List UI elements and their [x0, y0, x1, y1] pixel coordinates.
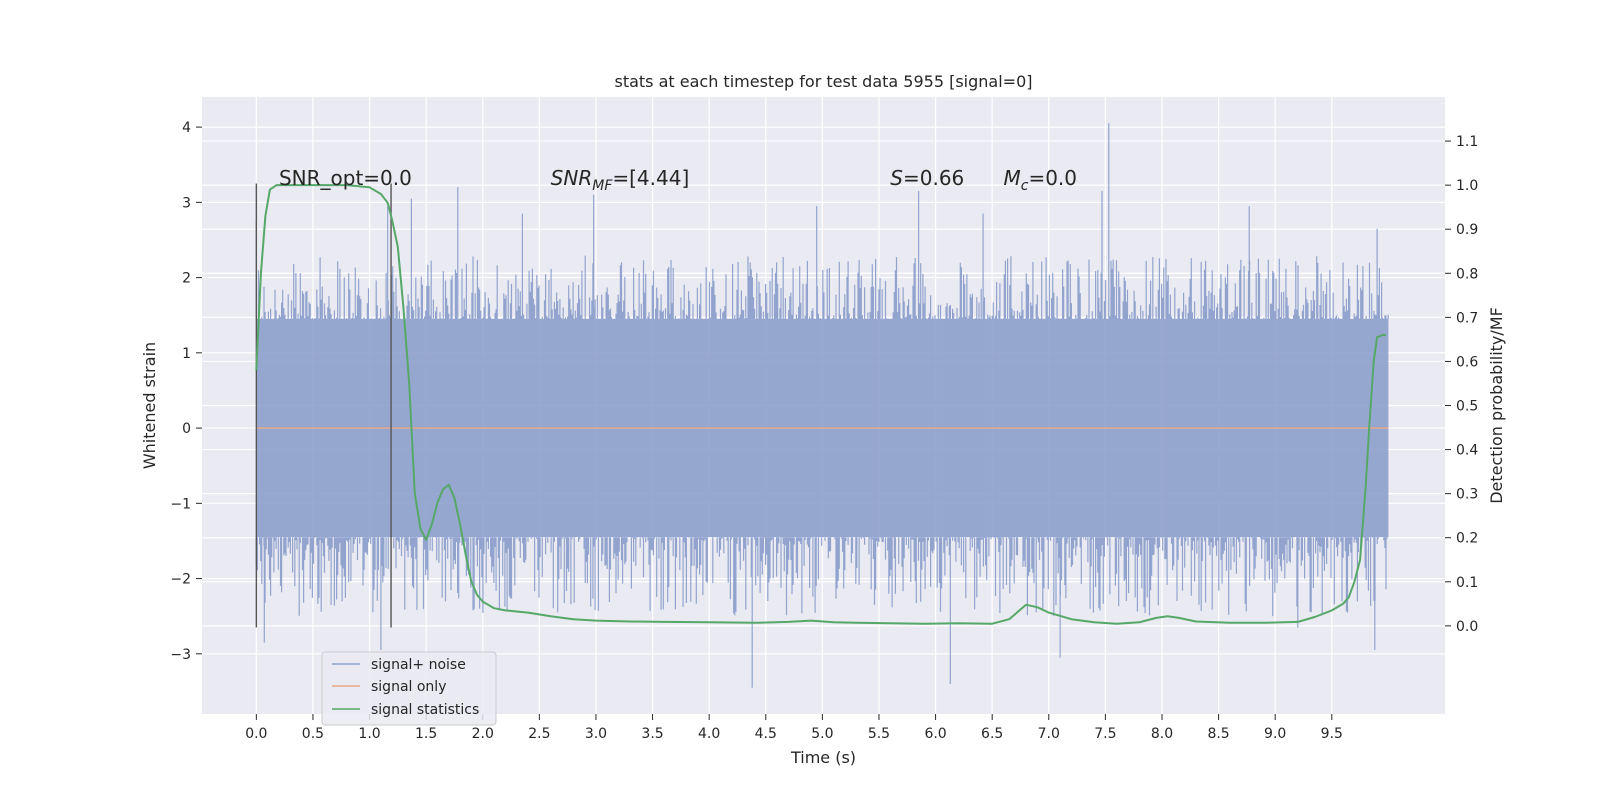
x-tick-label: 6.5 [981, 726, 1003, 742]
annotation-s: S=0.66 [890, 166, 964, 190]
x-tick-label: 6.0 [924, 726, 946, 742]
y-tick-label-left: −3 [170, 647, 191, 663]
y-axis-label-right: Detection probability/MF [1487, 307, 1506, 504]
y-tick-label-left: 0 [182, 421, 191, 437]
annotations: SNR_opt=0.0 SNRMF=[4.44] S=0.66 Mc=0.0 [279, 166, 1077, 194]
y-tick-label-right: 0.9 [1456, 222, 1478, 238]
x-tick-label: 7.5 [1094, 726, 1116, 742]
x-tick-label: 4.5 [755, 726, 777, 742]
legend-label-signal-statistics: signal statistics [371, 702, 479, 718]
annotation-mc-subscript: c [1021, 178, 1029, 194]
annotation-s-value: =0.66 [903, 166, 964, 190]
x-tick-label: 9.0 [1264, 726, 1286, 742]
event-markers [255, 183, 392, 628]
annotation-mc-value: =0.0 [1028, 166, 1077, 190]
y-tick-label-left: 1 [182, 346, 191, 362]
legend-label-signal-noise: signal+ noise [371, 657, 466, 673]
x-tick-label: 8.5 [1207, 726, 1229, 742]
legend-box [321, 651, 497, 726]
y-tick-label-left: 3 [182, 195, 191, 211]
y-tick-label-right: 0.6 [1456, 354, 1478, 370]
y-tick-label-right: 0.1 [1456, 575, 1478, 591]
legend-label-signal-only: signal only [371, 679, 446, 695]
x-tick-label: 9.5 [1321, 726, 1343, 742]
axes: 0.0 0.5 1.0 1.5 2.0 2.5 3.0 3.5 4.0 4.5 5.0 5.5 6.0 6… [170, 120, 1478, 742]
x-tick-label: 0.0 [245, 726, 267, 742]
annotation-snr-mf-subscript: MF [592, 178, 613, 194]
y-tick-label-right: 0.8 [1456, 266, 1478, 282]
x-axis-label: Time (s) [790, 748, 856, 767]
annotation-s-symbol: S [890, 166, 903, 190]
x-tick-label: 5.5 [868, 726, 890, 742]
x-tick-label: 3.0 [585, 726, 607, 742]
y-tick-label-right: 1.0 [1456, 178, 1478, 194]
x-tick-label: 7.0 [1038, 726, 1060, 742]
y-tick-label-right: 0.3 [1456, 487, 1478, 503]
x-tick-label: 8.0 [1151, 726, 1173, 742]
x-tick-label: 1.0 [358, 726, 380, 742]
y-tick-label-right: 0.2 [1456, 531, 1478, 547]
signal-statistics-line [255, 184, 1387, 625]
y-tick-label-right: 1.1 [1456, 134, 1478, 150]
x-tick-label: 2.0 [472, 726, 494, 742]
y-tick-label-left: 2 [182, 271, 191, 287]
annotation-mc: Mc=0.0 [1003, 166, 1077, 194]
series-signal-statistics [255, 184, 1387, 625]
y-tick-label-right: 0.0 [1456, 619, 1478, 635]
x-tick-label: 5.0 [811, 726, 833, 742]
annotation-mc-symbol: M [1003, 166, 1020, 190]
y-tick-label-right: 0.4 [1456, 443, 1478, 459]
legend: signal+ noise signal only signal statist… [321, 651, 497, 726]
annotation-snr-opt: SNR_opt=0.0 [279, 166, 412, 190]
chart-title: stats at each timestep for test data 595… [614, 72, 1032, 91]
x-tick-label: 0.5 [302, 726, 324, 742]
x-tick-label: 1.5 [415, 726, 437, 742]
annotation-snr-mf-value: =[4.44] [612, 166, 689, 190]
y-axis-label-left: Whitened strain [140, 342, 159, 469]
x-tick-label: 4.0 [698, 726, 720, 742]
y-tick-label-left: 4 [182, 120, 191, 136]
y-tick-label-left: −1 [170, 496, 191, 512]
y-tick-label-right: 0.5 [1456, 399, 1478, 415]
y-tick-label-right: 0.7 [1456, 310, 1478, 326]
x-tick-label: 2.5 [528, 726, 550, 742]
y-tick-label-left: −2 [170, 572, 191, 588]
x-tick-label: 3.5 [641, 726, 663, 742]
annotation-snr-mf-symbol: SNR [551, 166, 593, 190]
annotation-snr-mf: SNRMF=[4.44] [551, 166, 690, 194]
